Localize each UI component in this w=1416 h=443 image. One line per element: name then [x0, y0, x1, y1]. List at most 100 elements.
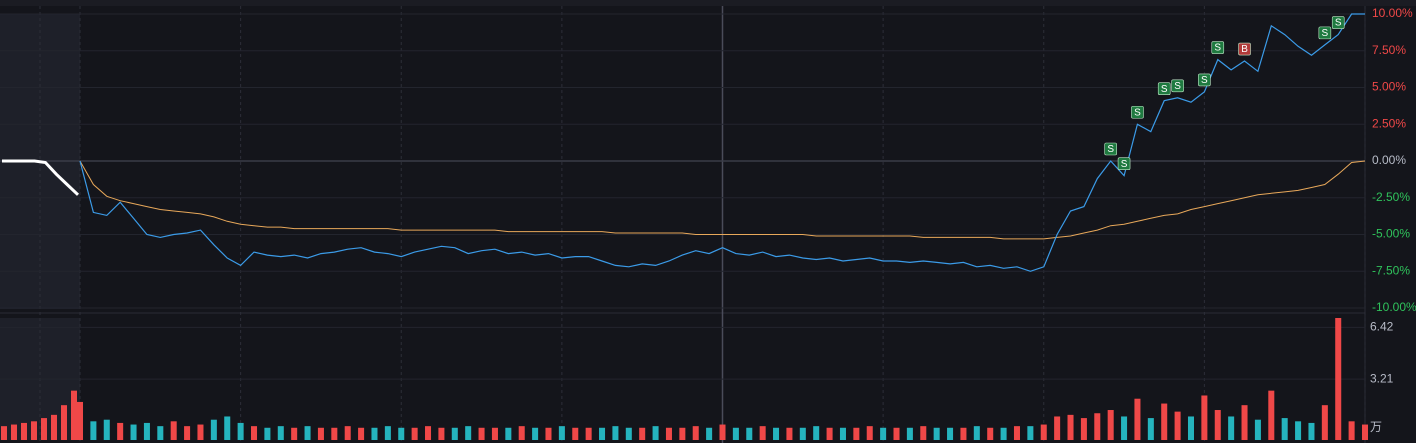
volume-bar	[425, 426, 432, 440]
y-tick-label: -2.50%	[1372, 190, 1410, 204]
trade-label: S	[1322, 28, 1329, 39]
volume-bar	[853, 427, 860, 440]
premarket-volume-bar	[31, 421, 37, 440]
premarket-volume-bar	[41, 418, 47, 440]
volume-bar	[237, 422, 244, 440]
volume-bar	[491, 427, 498, 440]
trade-label: S	[1335, 18, 1342, 29]
trade-label: S	[1161, 84, 1168, 95]
trade-label: S	[1121, 159, 1128, 170]
volume-bar	[1295, 421, 1302, 440]
volume-bar	[880, 427, 887, 440]
volume-bar	[197, 424, 204, 440]
volume-bar	[866, 426, 873, 440]
volume-bar	[1187, 416, 1195, 440]
y-tick-label: -10.00%	[1372, 300, 1416, 314]
y-tick-label: 2.50%	[1372, 116, 1406, 130]
volume-bar	[1080, 418, 1087, 440]
volume-bar	[184, 426, 191, 440]
trade-label-box	[1211, 41, 1225, 54]
volume-bar	[1254, 419, 1261, 440]
volume-bar	[384, 426, 391, 440]
trade-label: B	[1241, 44, 1248, 55]
volume-bar	[532, 427, 539, 440]
volume-bar	[625, 427, 632, 440]
trade-label-box	[1104, 142, 1117, 156]
volume-bar	[451, 427, 458, 440]
volume-bar	[906, 427, 913, 440]
volume-bar	[987, 427, 994, 440]
volume-bar	[371, 427, 378, 440]
volume-bar	[224, 416, 231, 440]
trade-label: S	[1107, 144, 1114, 155]
volume-bar	[210, 419, 217, 440]
volume-bar	[1134, 398, 1141, 440]
volume-bar	[157, 426, 164, 440]
volume-bar	[250, 426, 258, 440]
volume-bar	[1040, 424, 1047, 440]
volume-bar	[170, 421, 177, 440]
volume-bar	[665, 427, 672, 440]
volume-bar	[291, 427, 298, 440]
volume-bar	[599, 427, 606, 440]
volume-bar	[719, 424, 726, 440]
trade-label-box	[1198, 73, 1211, 87]
volume-bar	[277, 426, 284, 440]
volume-bar	[358, 427, 365, 440]
volume-bar	[465, 426, 472, 440]
volume-tick-label: 3.21	[1370, 371, 1394, 385]
volume-bar	[799, 427, 806, 440]
premarket-volume-bar	[71, 390, 77, 440]
volume-bar	[1174, 411, 1181, 440]
trade-label-box	[1117, 157, 1131, 170]
y-tick-label: 0.00%	[1372, 153, 1406, 167]
volume-bar	[920, 426, 927, 440]
volume-bar	[1161, 403, 1168, 440]
volume-bar	[1013, 426, 1020, 440]
volume-bar	[759, 426, 766, 440]
premarket-volume-bar	[11, 424, 17, 440]
volume-bar	[585, 427, 592, 440]
y-tick-label: 5.00%	[1372, 80, 1406, 94]
volume-bar	[973, 426, 980, 440]
volume-bar	[411, 427, 418, 440]
volume-bar	[143, 422, 150, 440]
trade-label-box	[1171, 79, 1184, 93]
trade-label: S	[1174, 81, 1181, 92]
trade-label: S	[1214, 43, 1221, 54]
volume-bar	[572, 427, 579, 440]
volume-bar	[1321, 405, 1328, 440]
volume-bar	[344, 426, 351, 440]
volume-bar	[1094, 413, 1101, 440]
premarket-volume-bar	[21, 422, 27, 440]
trade-label-box	[1318, 26, 1332, 40]
volume-bar	[826, 427, 833, 440]
volume-bar	[1147, 418, 1154, 440]
volume-unit: 万	[1370, 420, 1382, 434]
volume-bar	[1268, 390, 1275, 440]
volume-bar	[90, 421, 97, 440]
premarket-volume-bar	[51, 414, 57, 440]
volume-bar	[1107, 410, 1114, 440]
volume-bar	[839, 427, 846, 440]
volume-bar	[1201, 395, 1208, 440]
y-tick-label: -5.00%	[1372, 227, 1410, 241]
volume-bar	[331, 427, 338, 440]
premarket-line	[2, 159, 80, 196]
volume-bar	[1228, 416, 1235, 440]
volume-bar	[1281, 418, 1288, 440]
volume-bar	[786, 427, 793, 440]
volume-bar	[1335, 318, 1342, 440]
volume-bar	[264, 427, 271, 440]
volume-bar	[639, 427, 646, 440]
y-tick-label: -7.50%	[1372, 263, 1410, 277]
trade-label-box	[1157, 82, 1171, 96]
volume-bar	[933, 427, 940, 440]
volume-bar	[947, 427, 954, 440]
volume-bar	[1361, 424, 1369, 440]
volume-bar	[652, 426, 659, 440]
trade-label-box	[1331, 16, 1345, 29]
volume-bar	[1000, 427, 1007, 440]
